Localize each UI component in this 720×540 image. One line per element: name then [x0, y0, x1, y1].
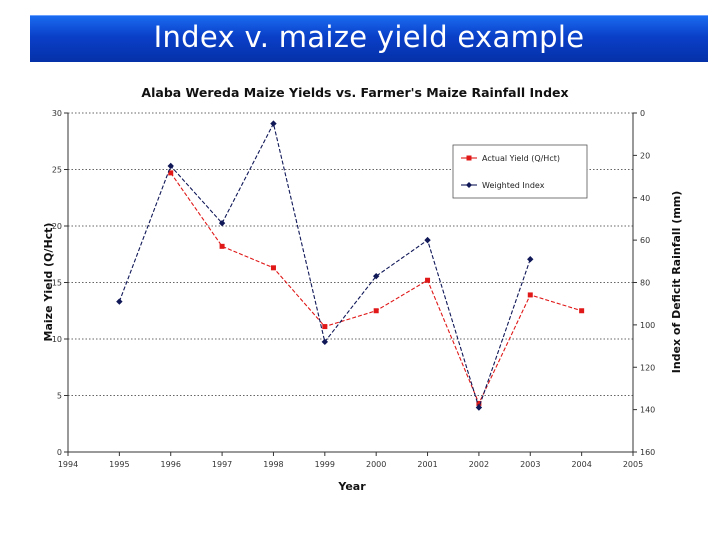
y2-tick-label: 140 [640, 406, 655, 415]
y-tick-label: 10 [52, 335, 62, 344]
y-axis-label: Maize Yield (Q/Hct) [42, 223, 55, 342]
slide-title-bar: Index v. maize yield example [30, 15, 708, 62]
y-tick-label: 0 [57, 448, 62, 457]
y2-tick-label: 120 [640, 363, 655, 372]
x-tick-label: 2000 [366, 460, 386, 469]
y-tick-label: 15 [52, 279, 62, 288]
x-tick-label: 1996 [161, 460, 181, 469]
series-layer [116, 120, 585, 411]
x-tick-label: 2001 [417, 460, 437, 469]
tick-labels: 0 5 10 15 20 25 30 0 20 40 60 80 100 120 140 160 1994 199… [52, 109, 655, 469]
y2-tick-label: 0 [640, 109, 645, 118]
x-tick-label: 1994 [58, 460, 78, 469]
weighted-index-point [116, 298, 123, 305]
x-tick-label: 1997 [212, 460, 232, 469]
actual-yield-point [579, 308, 585, 314]
weighted-index-point [218, 219, 226, 227]
actual-yield-point [270, 265, 276, 271]
weighted-index-point [527, 255, 534, 263]
y2-tick-label: 80 [640, 279, 650, 288]
y-tick-label: 20 [52, 222, 62, 231]
weighted-index-point [475, 404, 483, 411]
y2-tick-label: 100 [640, 321, 655, 330]
slide-title: Index v. maize yield example [153, 20, 585, 54]
x-tick-label: 2003 [520, 460, 540, 469]
y2-tick-label: 20 [640, 151, 650, 160]
actual-yield-point [219, 243, 225, 249]
actual-yield-point [425, 277, 431, 283]
y2-axis-label: Index of Deficit Rainfall (mm) [670, 191, 683, 374]
x-tick-label: 1998 [263, 460, 283, 469]
actual-yield-point [322, 324, 328, 330]
weighted-index-point [167, 162, 174, 170]
actual-yield-point [476, 400, 482, 406]
y-tick-label: 25 [52, 166, 62, 175]
y-tick-label: 5 [57, 392, 62, 401]
x-tick-label: 2005 [623, 460, 643, 469]
weighted-index-point [270, 120, 277, 127]
legend-swatch-marker [466, 155, 472, 161]
y-tick-label: 30 [52, 109, 62, 118]
y2-tick-label: 60 [640, 236, 650, 245]
x-tick-label: 2002 [469, 460, 489, 469]
weighted-index-point [321, 338, 329, 346]
chart-title: Alaba Wereda Maize Yields vs. Farmer's M… [141, 85, 568, 100]
legend: Actual Yield (Q/Hct) Weighted Index [452, 144, 588, 199]
legend-box [452, 144, 588, 199]
legend-label: Weighted Index [482, 181, 545, 190]
x-tick-label: 1995 [109, 460, 129, 469]
x-axis-label: Year [337, 480, 366, 493]
y2-tick-label: 160 [640, 448, 655, 457]
x-tick-label: 2004 [571, 460, 591, 469]
x-tick-label: 1999 [315, 460, 335, 469]
y2-tick-label: 40 [640, 194, 650, 203]
legend-swatch-marker [466, 182, 472, 188]
actual-yield-point [168, 170, 174, 176]
axes [64, 112, 637, 456]
actual-yield-point [373, 308, 379, 314]
actual-yield-point [527, 292, 533, 298]
weighted-index-point [424, 236, 431, 244]
weighted-index-point [372, 272, 380, 280]
legend-label: Actual Yield (Q/Hct) [482, 154, 560, 163]
